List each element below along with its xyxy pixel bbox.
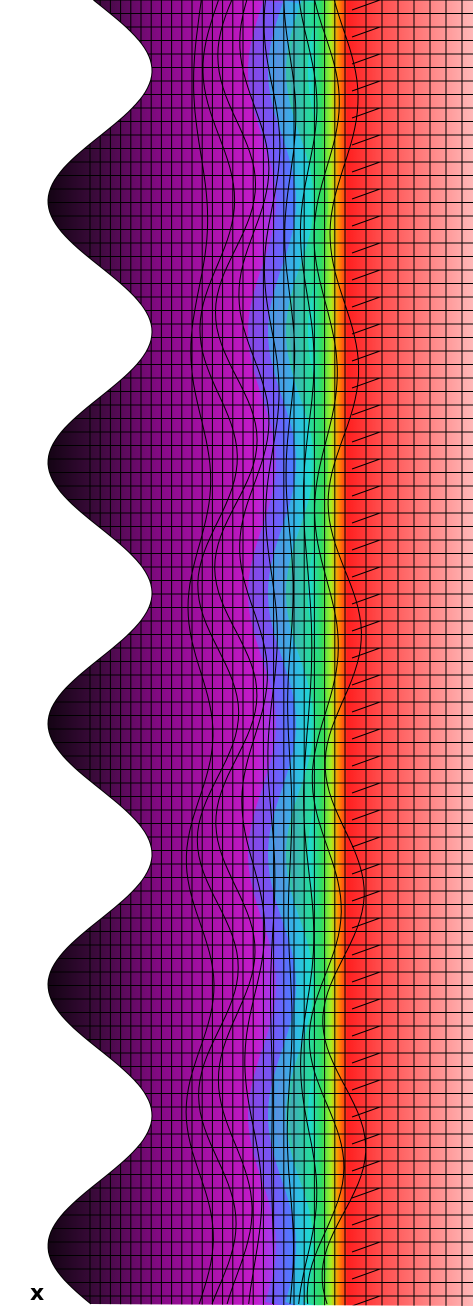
mesh-diagonal (351, 377, 381, 389)
distorted-mesh-line (298, 0, 318, 1305)
mesh-diagonal (351, 1079, 381, 1091)
mesh-diagonal (351, 566, 381, 578)
transition-band-1 (268, 0, 310, 1306)
mesh-diagonal (351, 53, 381, 65)
mesh-diagonal (351, 1241, 381, 1253)
mesh-diagonal (351, 485, 381, 497)
mesh-diagonal (351, 782, 381, 794)
mesh-diagonal (351, 620, 381, 632)
mesh-diagonal (351, 809, 381, 821)
mesh-diagonal (351, 674, 381, 686)
mesh-diagonal (351, 917, 381, 929)
distorted-mesh (185, 0, 381, 1306)
mesh-diagonal (351, 647, 381, 659)
mesh-diagonal (351, 107, 381, 119)
distorted-mesh-line (185, 0, 215, 1305)
mesh-diagonal (351, 890, 381, 902)
mesh-diagonal (351, 998, 381, 1010)
mesh-diagonal (351, 836, 381, 848)
mesh-diagonal (351, 1106, 381, 1118)
mesh-diagonal (351, 161, 381, 173)
distorted-mesh-line (196, 0, 240, 1305)
mesh-diagonal (351, 1052, 381, 1064)
mesh-diagonal (351, 269, 381, 281)
mesh-diagonal (351, 1133, 381, 1145)
mesh-diagonal (351, 188, 381, 200)
mesh-diagonal (351, 1268, 381, 1280)
axis-label-x: x (30, 1281, 45, 1306)
mesh-diagonal (351, 458, 381, 470)
mesh-diagonal (351, 296, 381, 308)
distorted-mesh-line (283, 0, 297, 1305)
mesh-diagonal (351, 1295, 381, 1306)
mesh-diagonal (351, 1214, 381, 1226)
mesh-diagonal (351, 134, 381, 146)
distorted-mesh-line (306, 0, 345, 1305)
mesh-diagonal (351, 701, 381, 713)
mesh-diagonal (351, 323, 381, 335)
mesh-diagonal (351, 80, 381, 92)
mesh-diagonal (351, 512, 381, 524)
mesh-diagonal (351, 0, 381, 11)
distorted-mesh-line (321, 0, 367, 1305)
mesh-diagonal (351, 755, 381, 767)
distorted-mesh-line (238, 0, 270, 1305)
mesh-diagonal (351, 1025, 381, 1037)
mesh-diagonal (351, 215, 381, 227)
mesh-diagonal (351, 863, 381, 875)
mesh-diagonal (351, 593, 381, 605)
wavy-wall-boundary (47, 0, 153, 1305)
mesh-diagonal (351, 404, 381, 416)
mesh-diagonal (351, 971, 381, 983)
distorted-mesh-line (263, 0, 281, 1305)
mesh-diagonal (351, 539, 381, 551)
mesh-diagonal (351, 242, 381, 254)
distorted-mesh-line (214, 0, 258, 1305)
mesh-diagonal (351, 1160, 381, 1172)
transition-band-2 (286, 0, 328, 1306)
mesh-diagonal (351, 26, 381, 38)
mesh-diagonal (351, 944, 381, 956)
mesh-diagonal (351, 728, 381, 740)
mesh-diagonal (351, 431, 381, 443)
mesh-diagonal (351, 350, 381, 362)
mesh-diagonal (351, 1187, 381, 1199)
